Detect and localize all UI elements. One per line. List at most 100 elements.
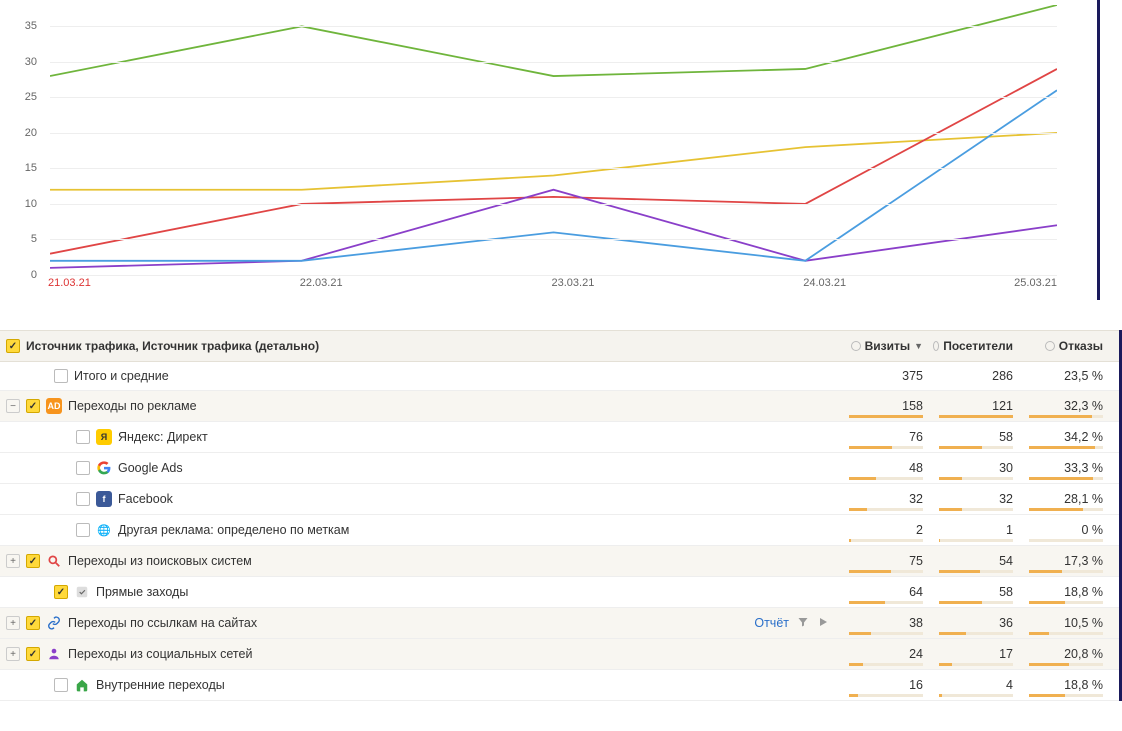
x-tick-label: 23.03.21	[552, 277, 595, 289]
metric-cell: 286	[933, 369, 1023, 383]
series-yellow	[50, 133, 1057, 190]
row-label: Прямые заходы	[96, 585, 188, 599]
row-label: Переходы из социальных сетей	[68, 647, 252, 661]
metric-cell: 76	[843, 430, 933, 444]
expand-toggle[interactable]: −	[6, 399, 20, 413]
metric-cell: 64	[843, 585, 933, 599]
table-row-ads: − AD Переходы по рекламе 158 121 32,3 %	[0, 391, 1119, 422]
row-checkbox[interactable]	[26, 616, 40, 630]
home-icon	[74, 677, 90, 693]
row-checkbox[interactable]	[54, 369, 68, 383]
metric-cell: 48	[843, 461, 933, 475]
row-label: Переходы по рекламе	[68, 399, 197, 413]
social-icon	[46, 646, 62, 662]
row-label: Переходы по ссылкам на сайтах	[68, 616, 257, 630]
metric-cell: 30	[933, 461, 1023, 475]
metric-cell: 32	[843, 492, 933, 506]
row-checkbox[interactable]	[76, 523, 90, 537]
metric-cell: 38	[843, 616, 933, 630]
table-row-total: Итого и средние 375 286 23,5 %	[0, 362, 1119, 391]
metric-cell: 36	[933, 616, 1023, 630]
link-icon	[46, 615, 62, 631]
col-header-bounce[interactable]: Отказы	[1023, 339, 1113, 353]
row-checkbox[interactable]	[26, 399, 40, 413]
table-row-direct: Прямые заходы 64 58 18,8 %	[0, 577, 1119, 608]
expand-toggle[interactable]: +	[6, 554, 20, 568]
table-body: Итого и средние 375 286 23,5 % − AD Пере…	[0, 362, 1119, 701]
metric-cell: 0 %	[1023, 523, 1113, 537]
expand-toggle[interactable]: +	[6, 616, 20, 630]
metric-cell: 18,8 %	[1023, 678, 1113, 692]
table-row-links: + Переходы по ссылкам на сайтах Отчёт 38…	[0, 608, 1119, 639]
y-tick-label: 20	[25, 127, 37, 139]
row-label: Итого и средние	[74, 369, 169, 383]
sources-table: Источник трафика, Источник трафика (дета…	[0, 330, 1122, 701]
y-tick-label: 0	[31, 269, 37, 281]
series-green	[50, 5, 1057, 76]
metric-cell: 2	[843, 523, 933, 537]
play-icon[interactable]	[817, 616, 829, 631]
source-badge-icon: AD	[46, 398, 62, 414]
table-row-gads: Google Ads 48 30 33,3 %	[0, 453, 1119, 484]
row-checkbox[interactable]	[54, 585, 68, 599]
table-row-social: + Переходы из социальных сетей 24 17 20,…	[0, 639, 1119, 670]
metric-cell: 75	[843, 554, 933, 568]
metric-cell: 158	[843, 399, 933, 413]
metric-cell: 28,1 %	[1023, 492, 1113, 506]
metric-cell: 23,5 %	[1023, 369, 1113, 383]
chart-svg	[50, 5, 1057, 275]
row-checkbox[interactable]	[26, 647, 40, 661]
metric-cell: 1	[933, 523, 1023, 537]
google-icon	[96, 460, 112, 476]
metric-cell: 33,3 %	[1023, 461, 1113, 475]
radio-icon	[1045, 341, 1055, 351]
filter-icon[interactable]	[797, 616, 809, 631]
metric-cell: 34,2 %	[1023, 430, 1113, 444]
row-checkbox[interactable]	[76, 430, 90, 444]
search-icon	[46, 553, 62, 569]
metric-cell: 375	[843, 369, 933, 383]
x-tick-label: 21.03.21	[48, 277, 91, 289]
y-axis: 05101520253035	[0, 5, 45, 275]
row-checkbox[interactable]	[54, 678, 68, 692]
metric-cell: 18,8 %	[1023, 585, 1113, 599]
row-checkbox[interactable]	[76, 492, 90, 506]
metric-cell: 4	[933, 678, 1023, 692]
metric-cell: 54	[933, 554, 1023, 568]
metric-cell: 24	[843, 647, 933, 661]
metric-cell: 58	[933, 430, 1023, 444]
y-tick-label: 35	[25, 20, 37, 32]
y-tick-label: 30	[25, 56, 37, 68]
y-tick-label: 25	[25, 91, 37, 103]
direct-icon	[74, 584, 90, 600]
x-axis: 21.03.2122.03.2123.03.2124.03.2125.03.21	[50, 277, 1057, 295]
y-tick-label: 15	[25, 162, 37, 174]
col-header-visits[interactable]: Визиты ▼	[843, 339, 933, 353]
expand-toggle[interactable]: +	[6, 647, 20, 661]
radio-icon	[851, 341, 861, 351]
metric-cell: 58	[933, 585, 1023, 599]
metric-cell: 121	[933, 399, 1023, 413]
table-row-internal: Внутренние переходы 16 4 18,8 %	[0, 670, 1119, 701]
metric-cell: 20,8 %	[1023, 647, 1113, 661]
metric-cell: 32,3 %	[1023, 399, 1113, 413]
metric-cell: 17,3 %	[1023, 554, 1113, 568]
metric-cell: 16	[843, 678, 933, 692]
traffic-line-chart: 05101520253035 21.03.2122.03.2123.03.212…	[0, 0, 1100, 300]
row-label: Переходы из поисковых систем	[68, 554, 252, 568]
header-checkbox[interactable]	[6, 339, 20, 353]
metric-cell: 17	[933, 647, 1023, 661]
row-checkbox[interactable]	[76, 461, 90, 475]
sort-indicator-icon: ▼	[914, 341, 923, 351]
dimension-header-label: Источник трафика, Источник трафика (дета…	[26, 339, 319, 353]
table-row-fb: f Facebook 32 32 28,1 %	[0, 484, 1119, 515]
source-badge-icon: Я	[96, 429, 112, 445]
y-tick-label: 5	[31, 233, 37, 245]
series-purple	[50, 190, 1057, 268]
col-header-visitors[interactable]: Посетители	[933, 339, 1023, 353]
row-checkbox[interactable]	[26, 554, 40, 568]
source-badge-icon: f	[96, 491, 112, 507]
row-label: Внутренние переходы	[96, 678, 225, 692]
report-link[interactable]: Отчёт	[754, 616, 789, 630]
metric-cell: 10,5 %	[1023, 616, 1113, 630]
